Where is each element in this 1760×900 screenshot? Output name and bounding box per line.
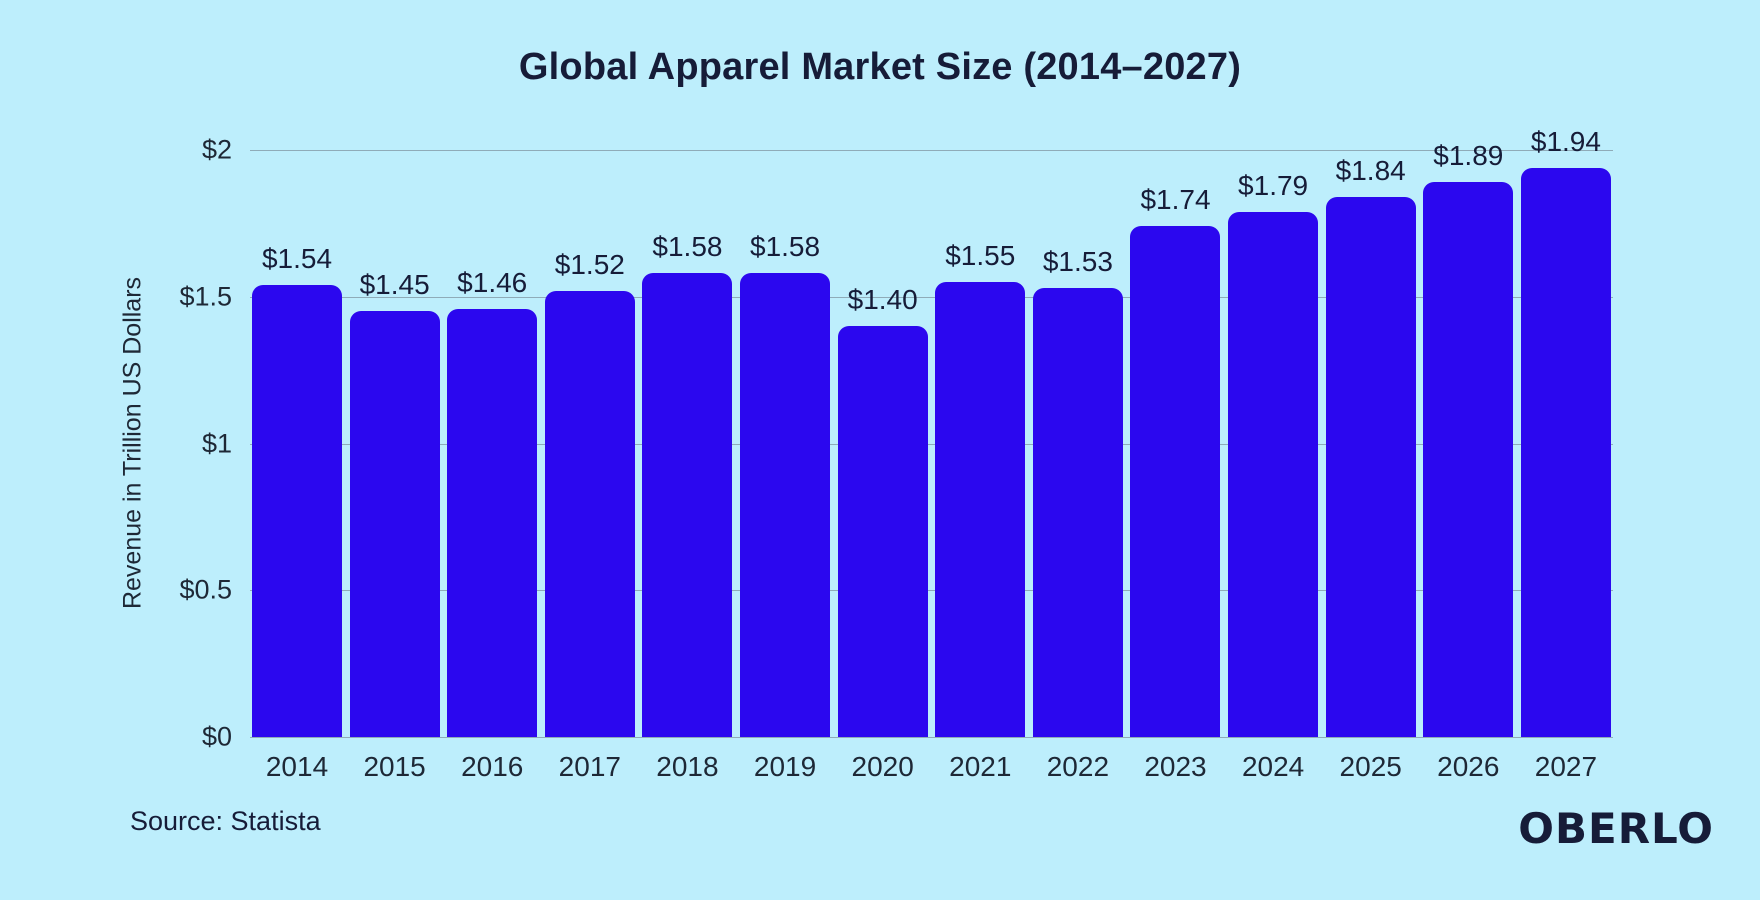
x-tick-label: 2019 [753, 751, 817, 782]
bars-row: $1.54 2014 $1.45 2015 $1.46 2016 $1.52 2017 $1.5… [252, 126, 1611, 782]
y-tick-label: $1.5 [179, 281, 232, 312]
bar-value-label: $1.40 [847, 284, 918, 316]
bar-2019 [740, 273, 831, 737]
y-tick-label: $2 [201, 134, 232, 165]
bar-slot-2026: $1.89 2026 [1423, 140, 1514, 782]
bar-slot-2016: $1.46 2016 [447, 150, 538, 782]
x-tick-label: 2021 [949, 751, 1012, 782]
bar-2016 [447, 308, 538, 737]
x-tick-label: 2024 [1241, 751, 1305, 782]
gridline [250, 737, 1613, 738]
bar-2021 [935, 282, 1026, 737]
bar-2026 [1423, 182, 1514, 737]
bar-slot-2015: $1.45 2015 [349, 150, 440, 782]
bar-value-label: $1.53 [1042, 245, 1113, 277]
x-tick-label: 2020 [851, 751, 914, 782]
bar-value-label: $1.54 [261, 243, 333, 275]
bar-slot-2019: $1.58 2019 [740, 150, 831, 782]
x-tick-label: 2023 [1144, 751, 1207, 782]
bar-value-label: $1.58 [750, 231, 821, 263]
bar-slot-2014: $1.54 2014 [252, 150, 342, 782]
bar-2024 [1228, 211, 1319, 737]
x-tick-label: 2017 [558, 751, 621, 782]
bar-value-label: $1.94 [1530, 125, 1601, 157]
bar-value-label: $1.89 [1433, 140, 1504, 172]
gridline [250, 150, 1613, 151]
bar-slot-2024: $1.79 2024 [1228, 150, 1319, 782]
gridline [250, 590, 1613, 592]
bar-slot-2025: $1.84 2025 [1325, 150, 1416, 782]
bar-value-label: $1.46 [457, 266, 528, 298]
bar-2015 [349, 311, 440, 737]
bar-slot-2017: $1.52 2017 [544, 150, 635, 782]
oberlo-logo: OBERLO [1518, 804, 1714, 853]
bar-slot-2020: $1.40 2020 [837, 150, 928, 782]
bar-2023 [1130, 226, 1221, 737]
x-tick-label: 2018 [656, 751, 719, 782]
chart-title: Global Apparel Market Size (2014–2027) [518, 46, 1242, 88]
x-tick-label: 2016 [461, 751, 524, 782]
bar-slot-2018: $1.58 2018 [642, 150, 733, 782]
x-tick-label: 2022 [1046, 751, 1110, 782]
bar-2025 [1325, 196, 1416, 737]
bar-slot-2027: $1.94 2027 [1520, 126, 1611, 782]
bar-slot-2022: $1.53 2022 [1032, 150, 1123, 782]
bar-2017 [544, 290, 635, 737]
y-axis-ticks: $0 $0.5 $1 $1.5 $2 [0, 135, 232, 752]
bar-value-label: $1.58 [652, 231, 723, 263]
bar-value-label: $1.45 [359, 269, 430, 301]
y-tick-label: $0.5 [179, 574, 232, 605]
bar-2020 [837, 326, 928, 737]
x-tick-label: 2027 [1534, 751, 1598, 782]
x-tick-label: 2014 [265, 751, 329, 782]
bar-value-label: $1.52 [554, 248, 625, 280]
x-tick-label: 2025 [1339, 751, 1402, 782]
bar-value-label: $1.79 [1238, 169, 1309, 201]
bar-slot-2023: $1.74 2023 [1130, 150, 1221, 782]
bar-2022 [1032, 287, 1123, 737]
x-tick-label: 2015 [363, 751, 426, 782]
bar-value-label: $1.84 [1335, 154, 1406, 186]
y-tick-label: $1 [201, 428, 232, 458]
bar-value-label: $1.55 [945, 240, 1016, 272]
y-tick-label: $0 [201, 721, 232, 752]
bar-slot-2021: $1.55 2021 [935, 150, 1026, 782]
gridline [250, 443, 1613, 445]
gridline [250, 296, 1613, 298]
bar-2018 [642, 273, 733, 737]
bar-2014 [252, 285, 342, 737]
plot-area: $1.54 2014 $1.45 2015 $1.46 2016 $1.52 2017 $1.5… [250, 126, 1613, 782]
x-tick-label: 2026 [1437, 751, 1500, 782]
bar-2027 [1520, 167, 1611, 737]
bar-value-label: $1.74 [1140, 184, 1211, 216]
source-text: Source: Statista [130, 806, 321, 836]
